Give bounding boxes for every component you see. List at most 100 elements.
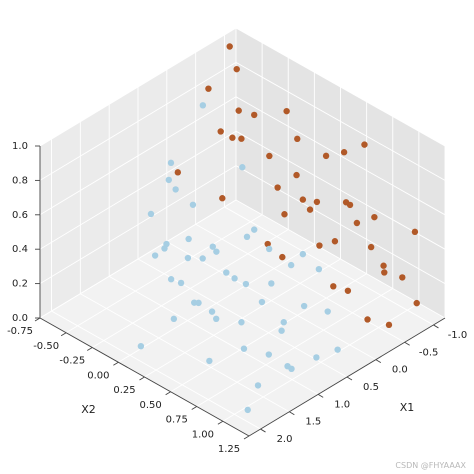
scatter-point-series-1 bbox=[258, 298, 266, 306]
scatter-point-series-2 bbox=[251, 111, 258, 119]
x2-tick bbox=[113, 361, 119, 366]
scatter-point-series-2 bbox=[413, 299, 420, 307]
x2-tick bbox=[217, 420, 224, 425]
gridline-z-right bbox=[235, 27, 446, 147]
scatter-point-series-2 bbox=[353, 219, 361, 227]
y-axis-label: X2 bbox=[81, 403, 96, 416]
scatter-point-series-1 bbox=[265, 245, 273, 253]
scatter-point-series-1 bbox=[170, 315, 178, 323]
x2-tick-label: 1.00 bbox=[192, 429, 214, 440]
gridline-y-floor bbox=[170, 273, 367, 393]
scatter-point-series-2 bbox=[371, 213, 378, 221]
gridline-y-floor bbox=[222, 302, 420, 422]
x2-tick bbox=[87, 347, 93, 351]
gridline-y-floor bbox=[144, 258, 341, 378]
scatter-point-series-2 bbox=[219, 195, 226, 202]
scatter-point-series-1 bbox=[161, 245, 168, 252]
scatter-point-series-1 bbox=[242, 280, 250, 288]
scatter-point-series-1 bbox=[199, 255, 206, 262]
scatter-point-series-2 bbox=[380, 262, 387, 269]
scatter-point-series-1 bbox=[238, 319, 245, 326]
gridline-z-right bbox=[235, 165, 446, 284]
x1-tick bbox=[317, 393, 324, 398]
scatter-point-series-2 bbox=[330, 283, 337, 290]
scatter-point-series-1 bbox=[209, 243, 216, 250]
scatter-point-series-2 bbox=[399, 274, 406, 281]
gridline-z-left bbox=[39, 165, 237, 284]
gridline-z-left bbox=[39, 96, 237, 216]
scatter-point-series-1 bbox=[213, 248, 220, 255]
scatter-point-series-1 bbox=[177, 279, 185, 287]
z-tick-label: 0.8 bbox=[12, 175, 28, 186]
scatter-point-series-1 bbox=[251, 226, 258, 233]
x2-tick bbox=[243, 435, 250, 440]
scatter-point-series-1 bbox=[172, 186, 179, 193]
gridline-z-left bbox=[39, 130, 237, 250]
scatter-point-series-2 bbox=[340, 149, 348, 156]
scatter-point-series-1 bbox=[334, 346, 341, 353]
x2-tick-label: -0.50 bbox=[33, 341, 59, 352]
scatter-point-series-1 bbox=[315, 265, 323, 273]
scatter-point-series-2 bbox=[233, 65, 240, 73]
gridline-z-right bbox=[235, 199, 446, 319]
scatter-point-series-1 bbox=[300, 302, 308, 310]
scatter-point-series-2 bbox=[279, 253, 286, 261]
x1-tick-label: 1.5 bbox=[305, 417, 321, 428]
x2-tick-label: -0.75 bbox=[7, 326, 33, 337]
scatter-point-series-2 bbox=[411, 228, 419, 236]
scatter-point-series-1 bbox=[165, 176, 173, 184]
scatter-point-series-1 bbox=[147, 210, 155, 218]
scatter-point-series-2 bbox=[322, 152, 330, 160]
scatter-point-series-2 bbox=[313, 198, 321, 206]
watermark-text: CSDN @FHYAAAX bbox=[395, 461, 466, 470]
x2-tick-label: 1.25 bbox=[218, 444, 240, 455]
scatter-point-series-2 bbox=[274, 184, 281, 191]
x2-tick-label: 0.00 bbox=[87, 370, 109, 381]
z-tick-label: 0.6 bbox=[12, 210, 28, 221]
x1-tick bbox=[260, 428, 266, 433]
x2-tick-label: 0.50 bbox=[139, 400, 161, 411]
scatter-point-series-2 bbox=[331, 238, 339, 245]
x2-tick-label: 0.75 bbox=[166, 415, 188, 426]
scatter-point-series-1 bbox=[206, 357, 213, 365]
x2-tick-label: 0.25 bbox=[113, 385, 135, 396]
x1-tick-label: 0.5 bbox=[363, 382, 379, 393]
scatter-point-series-1 bbox=[213, 315, 220, 323]
scatter-point-series-2 bbox=[174, 169, 182, 176]
scatter-point-series-1 bbox=[137, 342, 145, 350]
x2-tick bbox=[139, 376, 145, 381]
scatter-point-series-2 bbox=[283, 107, 290, 115]
gridline-y-floor bbox=[196, 288, 393, 407]
gridline-z-right bbox=[235, 62, 446, 181]
scatter-point-series-2 bbox=[229, 134, 236, 141]
scatter-point-series-1 bbox=[151, 252, 159, 259]
scatter-point-series-2 bbox=[264, 240, 271, 248]
scatter-point-series-1 bbox=[167, 159, 175, 167]
x1-tick-label: 2.0 bbox=[277, 434, 293, 445]
gridline-y-floor bbox=[92, 229, 289, 348]
scatter-point-series-1 bbox=[208, 308, 216, 315]
z-tick-label: 0.2 bbox=[12, 279, 28, 290]
x2-tick bbox=[165, 391, 171, 396]
scatter-points bbox=[137, 43, 420, 414]
x1-tick bbox=[346, 376, 353, 381]
gridline-z-left bbox=[39, 199, 237, 319]
x2-tick-label: -0.25 bbox=[59, 356, 85, 367]
scatter-point-series-2 bbox=[281, 211, 288, 218]
x1-tick bbox=[375, 359, 382, 364]
scatter-point-series-1 bbox=[284, 363, 291, 370]
x1-tick bbox=[404, 341, 410, 346]
scatter-point-series-1 bbox=[189, 201, 197, 208]
scatter-point-series-1 bbox=[243, 233, 251, 241]
scatter-point-series-1 bbox=[223, 269, 230, 276]
z-tick-label: 1.0 bbox=[12, 141, 28, 152]
scatter-point-series-2 bbox=[385, 321, 393, 329]
scatter-point-series-2 bbox=[294, 135, 301, 143]
scatter-point-series-2 bbox=[316, 242, 323, 249]
gridline-z-left bbox=[39, 62, 237, 181]
z-tick-label: 0.0 bbox=[12, 313, 28, 324]
x1-tick bbox=[289, 411, 295, 416]
x1-tick bbox=[433, 324, 439, 329]
scatter-point-series-1 bbox=[199, 102, 207, 109]
